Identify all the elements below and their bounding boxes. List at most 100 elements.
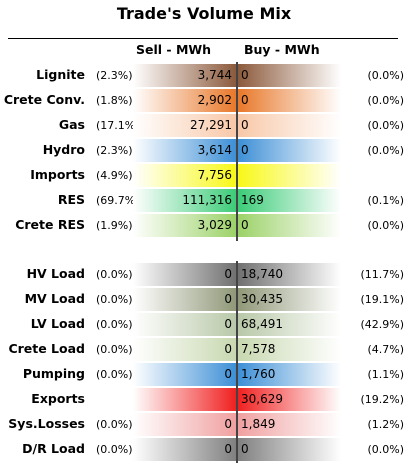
row-label: Gas — [58, 117, 85, 132]
sell-value: 0 — [224, 317, 232, 331]
table-row: Gas (17.1%) 27,291 0 (0.0%) — [0, 113, 408, 138]
sell-percent: (1.8%) — [96, 94, 133, 107]
sell-value: 3,029 — [197, 218, 232, 232]
sell-value: 0 — [224, 367, 232, 381]
buy-cell: 1,760 — [238, 363, 341, 386]
buy-cell: 0 — [238, 64, 341, 87]
sell-cell — [133, 388, 236, 411]
row-label: Pumping — [22, 366, 85, 381]
buy-value: 0 — [241, 118, 249, 132]
sell-percent: (1.9%) — [96, 219, 133, 232]
sell-cell: 3,614 — [133, 139, 236, 162]
buy-percent: (0.0%) — [367, 144, 404, 157]
sell-cell: 0 — [133, 263, 236, 286]
sell-percent: (4.9%) — [96, 169, 133, 182]
buy-cell: 0 — [238, 214, 341, 237]
buy-percent: (4.7%) — [367, 343, 404, 356]
buy-cell: 30,629 — [238, 388, 341, 411]
sell-percent: (0.0%) — [96, 293, 133, 306]
buy-cell: 0 — [238, 139, 341, 162]
buy-value: 0 — [241, 218, 249, 232]
table-row: Imports (4.9%) 7,756 — [0, 163, 408, 188]
row-label: MV Load — [24, 291, 85, 306]
table-row: LV Load (0.0%) 0 68,491 (42.9%) — [0, 312, 408, 337]
row-label: Sys.Losses — [8, 416, 85, 431]
sell-percent: (0.0%) — [96, 418, 133, 431]
row-label: Hydro — [42, 142, 85, 157]
table-row: D/R Load (0.0%) 0 0 (0.0%) — [0, 437, 408, 462]
buy-value: 0 — [241, 442, 249, 456]
sell-value: 27,291 — [190, 118, 232, 132]
sell-value: 0 — [224, 442, 232, 456]
buy-value: 68,491 — [241, 317, 283, 331]
buy-percent: (0.0%) — [367, 443, 404, 456]
row-label: Crete Conv. — [3, 92, 85, 107]
buy-percent: (19.1%) — [360, 293, 404, 306]
column-divider-top — [236, 62, 238, 241]
sell-value: 111,316 — [182, 193, 232, 207]
buy-percent: (1.1%) — [367, 368, 404, 381]
sell-value: 0 — [224, 267, 232, 281]
buy-cell: 18,740 — [238, 263, 341, 286]
buy-cell: 0 — [238, 114, 341, 137]
buy-value: 7,578 — [241, 342, 276, 356]
row-label: Imports — [30, 167, 85, 182]
table-row: Crete Conv. (1.8%) 2,902 0 (0.0%) — [0, 88, 408, 113]
buy-value: 0 — [241, 93, 249, 107]
table-row: Exports 30,629 (19.2%) — [0, 387, 408, 412]
buy-value: 169 — [241, 193, 264, 207]
row-label: Crete RES — [15, 217, 85, 232]
sell-percent: (0.0%) — [96, 343, 133, 356]
sell-percent: (0.0%) — [96, 318, 133, 331]
buy-cell: 0 — [238, 89, 341, 112]
sell-cell: 0 — [133, 438, 236, 461]
buy-value: 0 — [241, 68, 249, 82]
buy-value: 30,629 — [241, 392, 283, 406]
buy-percent: (11.7%) — [360, 268, 404, 281]
buy-percent: (0.0%) — [367, 94, 404, 107]
row-label: Exports — [31, 391, 85, 406]
sell-percent: (2.3%) — [96, 144, 133, 157]
sell-cell: 0 — [133, 413, 236, 436]
sell-value: 3,614 — [197, 143, 232, 157]
buy-cell: 169 — [238, 189, 341, 212]
sell-cell: 27,291 — [133, 114, 236, 137]
buy-cell: 7,578 — [238, 338, 341, 361]
sell-percent: (69.7%) — [96, 194, 140, 207]
buy-percent: (0.0%) — [367, 69, 404, 82]
sell-percent: (0.0%) — [96, 368, 133, 381]
sell-value: 0 — [224, 342, 232, 356]
title-divider — [8, 38, 398, 39]
sell-value: 3,744 — [197, 68, 232, 82]
sell-percent: (0.0%) — [96, 443, 133, 456]
table-row: HV Load (0.0%) 0 18,740 (11.7%) — [0, 262, 408, 287]
buy-percent: (42.9%) — [360, 318, 404, 331]
sell-value: 7,756 — [197, 168, 232, 182]
row-label: HV Load — [26, 266, 85, 281]
row-label: RES — [57, 192, 85, 207]
buy-percent: (0.1%) — [367, 194, 404, 207]
row-label: D/R Load — [22, 441, 85, 456]
table-row: Sys.Losses (0.0%) 0 1,849 (1.2%) — [0, 412, 408, 437]
sell-percent: (17.1%) — [96, 119, 140, 132]
buy-cell: 0 — [238, 438, 341, 461]
buy-cell: 30,435 — [238, 288, 341, 311]
row-label: Lignite — [36, 67, 85, 82]
sell-cell: 111,316 — [133, 189, 236, 212]
table-row: Crete Load (0.0%) 0 7,578 (4.7%) — [0, 337, 408, 362]
page-title: Trade's Volume Mix — [116, 4, 292, 23]
table-row: Hydro (2.3%) 3,614 0 (0.0%) — [0, 138, 408, 163]
buy-value: 1,760 — [241, 367, 276, 381]
table-row: Pumping (0.0%) 0 1,760 (1.1%) — [0, 362, 408, 387]
buy-cell: 1,849 — [238, 413, 341, 436]
buy-percent: (0.0%) — [367, 119, 404, 132]
sell-cell: 0 — [133, 313, 236, 336]
sell-cell: 0 — [133, 338, 236, 361]
sell-cell: 7,756 — [133, 164, 236, 187]
sell-cell: 0 — [133, 288, 236, 311]
table-row: Lignite (2.3%) 3,744 0 (0.0%) — [0, 63, 408, 88]
sell-percent: (0.0%) — [96, 268, 133, 281]
table-row: Crete RES (1.9%) 3,029 0 (0.0%) — [0, 213, 408, 238]
buy-column-header: Buy - MWh — [244, 42, 320, 57]
sell-column-header: Sell - MWh — [136, 42, 212, 57]
